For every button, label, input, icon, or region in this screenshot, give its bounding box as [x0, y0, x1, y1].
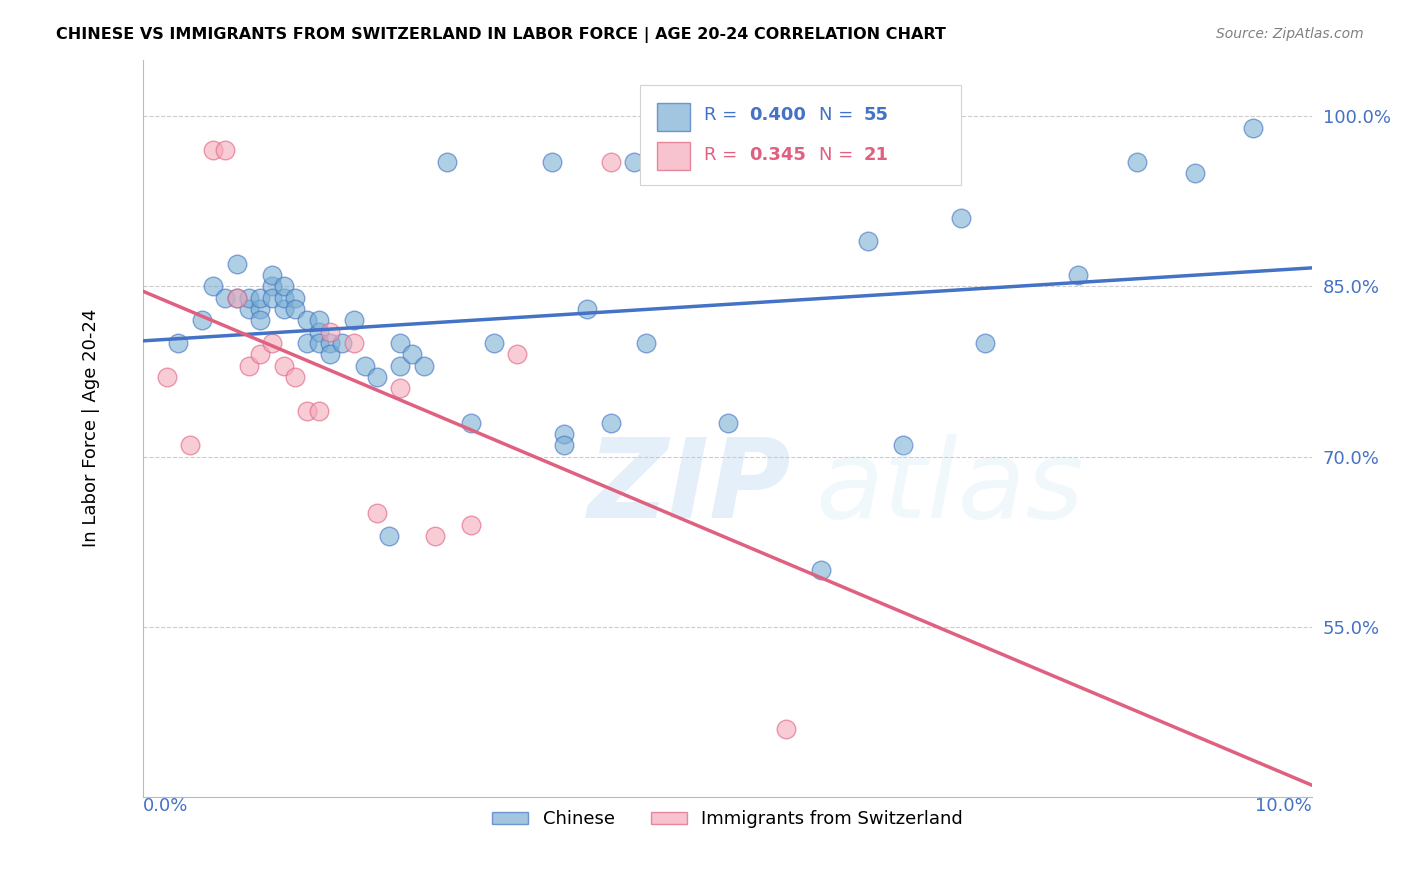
Point	[343, 336, 366, 351]
Point	[717, 416, 740, 430]
Text: CHINESE VS IMMIGRANTS FROM SWITZERLAND IN LABOR FORCE | AGE 20-24 CORRELATION CH: CHINESE VS IMMIGRANTS FROM SWITZERLAND I…	[56, 27, 946, 43]
Point	[576, 302, 599, 317]
Text: 0.400: 0.400	[748, 106, 806, 124]
Point	[366, 506, 388, 520]
Point	[412, 359, 434, 373]
Point	[775, 722, 797, 736]
Point	[389, 382, 412, 396]
Point	[541, 154, 564, 169]
Point	[308, 313, 330, 327]
Point	[377, 529, 399, 543]
Point	[1184, 166, 1206, 180]
Text: R =: R =	[704, 106, 738, 124]
Text: 21: 21	[863, 145, 889, 164]
Point	[319, 325, 342, 339]
Point	[319, 347, 342, 361]
Point	[389, 359, 412, 373]
Point	[634, 336, 657, 351]
Text: 55: 55	[863, 106, 889, 124]
Point	[260, 279, 283, 293]
Point	[401, 347, 423, 361]
Text: 0.0%: 0.0%	[143, 797, 188, 814]
Text: atlas: atlas	[815, 434, 1084, 541]
Bar	[658, 103, 690, 131]
Point	[179, 438, 201, 452]
Point	[214, 144, 236, 158]
Point	[330, 336, 353, 351]
Point	[343, 313, 366, 327]
Text: In Labor Force | Age 20-24: In Labor Force | Age 20-24	[82, 309, 100, 548]
Text: Source: ZipAtlas.com: Source: ZipAtlas.com	[1216, 27, 1364, 41]
Point	[249, 291, 271, 305]
Text: 0.345: 0.345	[748, 145, 806, 164]
Point	[460, 517, 482, 532]
Point	[319, 336, 342, 351]
Point	[273, 302, 295, 317]
Point	[238, 291, 260, 305]
Point	[249, 347, 271, 361]
Point	[856, 234, 879, 248]
Point	[891, 438, 914, 452]
Point	[482, 336, 505, 351]
Point	[1067, 268, 1090, 282]
Point	[191, 313, 214, 327]
Point	[273, 359, 295, 373]
Point	[284, 370, 307, 384]
Point	[238, 359, 260, 373]
Bar	[658, 142, 690, 170]
Point	[366, 370, 388, 384]
Point	[273, 279, 295, 293]
Point	[260, 336, 283, 351]
Point	[1125, 154, 1147, 169]
Text: N =: N =	[818, 145, 853, 164]
Legend: Chinese, Immigrants from Switzerland: Chinese, Immigrants from Switzerland	[485, 803, 970, 836]
Text: ZIP: ZIP	[588, 434, 792, 541]
Point	[295, 313, 318, 327]
Point	[260, 268, 283, 282]
Point	[623, 154, 645, 169]
Point	[308, 325, 330, 339]
Point	[273, 291, 295, 305]
Text: R =: R =	[704, 145, 738, 164]
FancyBboxPatch shape	[640, 86, 962, 185]
Point	[308, 336, 330, 351]
Point	[553, 426, 575, 441]
Point	[973, 336, 995, 351]
Point	[436, 154, 458, 169]
Point	[202, 144, 225, 158]
Point	[249, 302, 271, 317]
Point	[225, 257, 247, 271]
Point	[506, 347, 529, 361]
Point	[225, 291, 247, 305]
Text: 10.0%: 10.0%	[1256, 797, 1312, 814]
Point	[553, 438, 575, 452]
Point	[308, 404, 330, 418]
Point	[950, 211, 973, 226]
Point	[354, 359, 377, 373]
Point	[284, 291, 307, 305]
Point	[810, 563, 832, 577]
Point	[295, 404, 318, 418]
Point	[238, 302, 260, 317]
Point	[295, 336, 318, 351]
Text: N =: N =	[818, 106, 853, 124]
Point	[284, 302, 307, 317]
Point	[1243, 120, 1265, 135]
Point	[225, 291, 247, 305]
Point	[425, 529, 447, 543]
Point	[599, 154, 621, 169]
Point	[460, 416, 482, 430]
Point	[167, 336, 190, 351]
Point	[156, 370, 179, 384]
Point	[214, 291, 236, 305]
Point	[249, 313, 271, 327]
Point	[260, 291, 283, 305]
Point	[389, 336, 412, 351]
Point	[202, 279, 225, 293]
Point	[599, 416, 621, 430]
